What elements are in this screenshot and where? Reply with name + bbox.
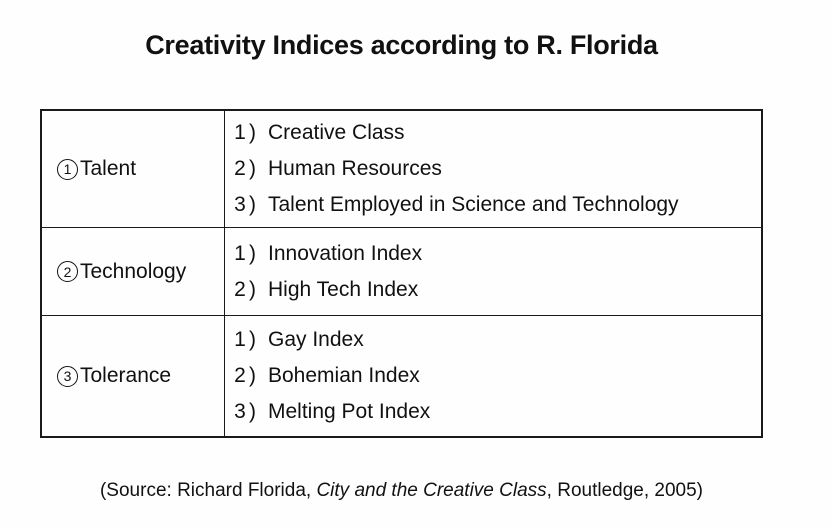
category-cell: 2 Technology xyxy=(42,228,225,315)
source-suffix: , Routledge, 2005) xyxy=(546,480,704,501)
item-number: 3 xyxy=(234,193,246,216)
slide-content: Creativity Indices according to R. Flori… xyxy=(40,0,763,502)
index-item: 1) Gay Index xyxy=(234,322,761,358)
category-label: Talent xyxy=(80,157,137,180)
item-paren: ) xyxy=(249,121,256,144)
index-item: 2) Human Resources xyxy=(234,151,761,187)
item-label: Melting Pot Index xyxy=(268,400,431,423)
item-number: 1 xyxy=(234,121,246,144)
item-number: 2 xyxy=(234,277,246,301)
index-item: 1) Creative Class xyxy=(234,115,761,151)
item-paren: ) xyxy=(249,193,256,216)
item-label: Human Resources xyxy=(268,157,442,180)
index-item: 1) Innovation Index xyxy=(234,236,761,272)
item-paren: ) xyxy=(249,364,256,387)
index-item: 3) Talent Employed in Science and Technol… xyxy=(234,187,761,223)
index-item: 2) High Tech Index xyxy=(234,272,761,308)
item-paren: ) xyxy=(249,400,256,423)
item-label: Creative Class xyxy=(268,121,405,144)
item-label: High Tech Index xyxy=(268,277,419,301)
item-number: 3 xyxy=(234,400,246,423)
item-label: Gay Index xyxy=(268,328,364,351)
indices-table: 1 Talent 1) Creative Class 2) Human Resources… xyxy=(40,109,763,438)
category-label: Technology xyxy=(80,259,187,283)
index-item: 2) Bohemian Index xyxy=(234,358,761,394)
category-label: Tolerance xyxy=(80,364,172,387)
items-cell: 1) Gay Index 2) Bohemian Index 3) Melting Pot… xyxy=(225,316,761,436)
source-prefix: (Source: Richard Florida, xyxy=(99,480,317,501)
circled-number-icon: 2 xyxy=(57,261,78,282)
items-cell: 1) Creative Class 2) Human Resources 3) Talen… xyxy=(225,111,761,227)
item-paren: ) xyxy=(249,157,256,180)
item-number: 2 xyxy=(234,157,246,180)
source-book-title: City and the Creative Class xyxy=(316,480,547,501)
table-row: 1 Talent 1) Creative Class 2) Human Resources… xyxy=(42,111,761,228)
table-row: 2 Technology 1) Innovation Index 2) High Tech… xyxy=(42,228,761,316)
item-label: Talent Employed in Science and Technolog… xyxy=(268,193,679,216)
items-cell: 1) Innovation Index 2) High Tech Index xyxy=(225,228,761,315)
item-paren: ) xyxy=(249,277,256,301)
item-paren: ) xyxy=(249,328,256,351)
table-row: 3 Tolerance 1) Gay Index 2) Bohemian Index 3) M… xyxy=(42,316,761,436)
page-title: Creativity Indices according to R. Flori… xyxy=(145,30,658,60)
item-label: Bohemian Index xyxy=(268,364,420,387)
item-label: Innovation Index xyxy=(268,241,423,265)
category-cell: 3 Tolerance xyxy=(42,316,225,436)
index-item: 3) Melting Pot Index xyxy=(234,394,761,430)
circled-number-icon: 1 xyxy=(57,158,78,180)
source-citation: (Source: Richard Florida, City and the C… xyxy=(40,480,763,502)
item-number: 2 xyxy=(234,364,246,387)
category-cell: 1 Talent xyxy=(42,111,225,227)
item-number: 1 xyxy=(234,328,246,351)
circled-number-icon: 3 xyxy=(57,365,78,387)
item-paren: ) xyxy=(249,241,256,265)
item-number: 1 xyxy=(234,241,246,265)
